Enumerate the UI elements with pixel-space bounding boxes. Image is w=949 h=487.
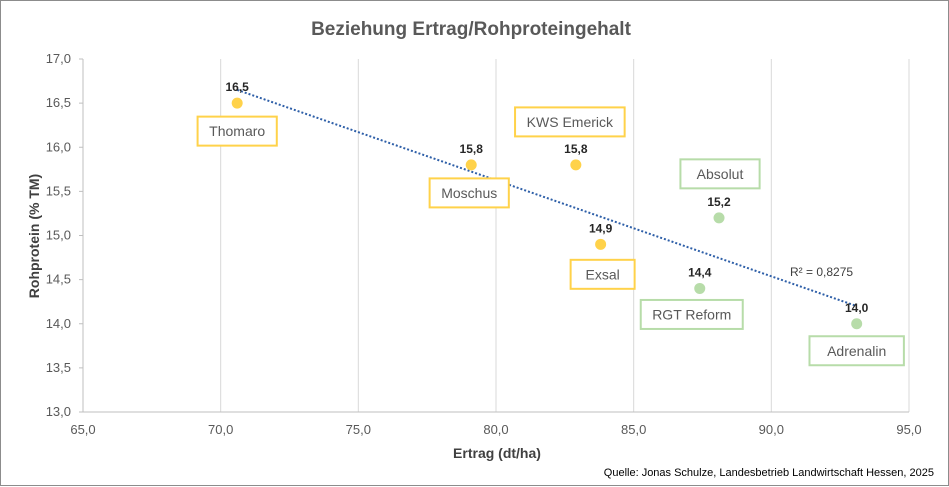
grid-lines xyxy=(220,59,910,412)
point-name-box xyxy=(639,298,744,330)
data-point xyxy=(694,282,706,294)
data-points xyxy=(231,97,863,330)
data-point xyxy=(851,318,863,330)
chart-title: Beziehung Ertrag/Rohproteingehalt xyxy=(311,19,632,40)
point-name-label: Thomaro xyxy=(209,123,265,139)
data-point xyxy=(465,159,477,171)
y-axis-title: Rohprotein (% TM) xyxy=(26,174,42,298)
data-labels: 16,5 Thomaro 15,8 Moschus 15,8 KWS Emerick 14,… xyxy=(196,80,905,367)
y-tick-label: 15,5 xyxy=(46,183,71,198)
y-tick-label: 16,0 xyxy=(46,139,71,154)
x-tick-label: 80,0 xyxy=(483,422,508,437)
y-tick-label: 15,0 xyxy=(46,228,71,243)
point-name-box xyxy=(808,335,905,367)
x-tick-label: 90,0 xyxy=(759,422,784,437)
point-name-box xyxy=(569,258,636,290)
trendline-group: R² = 0,8275 xyxy=(236,88,858,308)
x-tick-label: 70,0 xyxy=(208,422,233,437)
point-name-label: Exsal xyxy=(586,266,620,282)
x-tick-label: 95,0 xyxy=(896,422,921,437)
data-value-label: 15,8 xyxy=(460,142,484,156)
x-axis-title: Ertrag (dt/ha) xyxy=(453,445,541,461)
axes: 65,0 70,0 75,0 80,0 85,0 90,0 95,0 13,0 13,5 14,0… xyxy=(46,51,922,437)
x-tick-label: 65,0 xyxy=(70,422,95,437)
point-name-label: KWS Emerick xyxy=(527,114,614,130)
data-value-label: 16,5 xyxy=(226,80,250,94)
y-tick-label: 13,0 xyxy=(46,404,71,419)
y-tick-label: 17,0 xyxy=(46,51,71,66)
point-name-box xyxy=(679,158,761,190)
point-name-box xyxy=(514,106,626,138)
data-point xyxy=(713,212,725,224)
trendline xyxy=(236,88,858,308)
y-tick-label: 14,5 xyxy=(46,272,71,287)
data-value-label: 15,2 xyxy=(707,195,731,209)
r-squared-label: R² = 0,8275 xyxy=(790,265,853,279)
data-point xyxy=(570,159,582,171)
point-name-label: Adrenalin xyxy=(827,343,886,359)
y-tick-label: 13,5 xyxy=(46,360,71,375)
data-value-label: 14,4 xyxy=(688,265,712,279)
x-tick-label: 85,0 xyxy=(621,422,646,437)
point-name-label: Moschus xyxy=(441,185,497,201)
data-value-label: 14,9 xyxy=(589,221,613,235)
data-point xyxy=(231,97,243,109)
data-point xyxy=(595,238,607,250)
point-name-label: RGT Reform xyxy=(652,306,731,322)
point-name-label: Absolut xyxy=(697,166,744,182)
point-name-box xyxy=(196,115,278,147)
data-value-label: 15,8 xyxy=(564,142,588,156)
source-note: Quelle: Jonas Schulze, Landesbetrieb Lan… xyxy=(604,467,934,479)
point-name-box xyxy=(428,177,510,209)
data-value-label: 14,0 xyxy=(845,301,869,315)
y-tick-label: 14,0 xyxy=(46,316,71,331)
y-tick-label: 16,5 xyxy=(46,95,71,110)
x-tick-label: 75,0 xyxy=(346,422,371,437)
